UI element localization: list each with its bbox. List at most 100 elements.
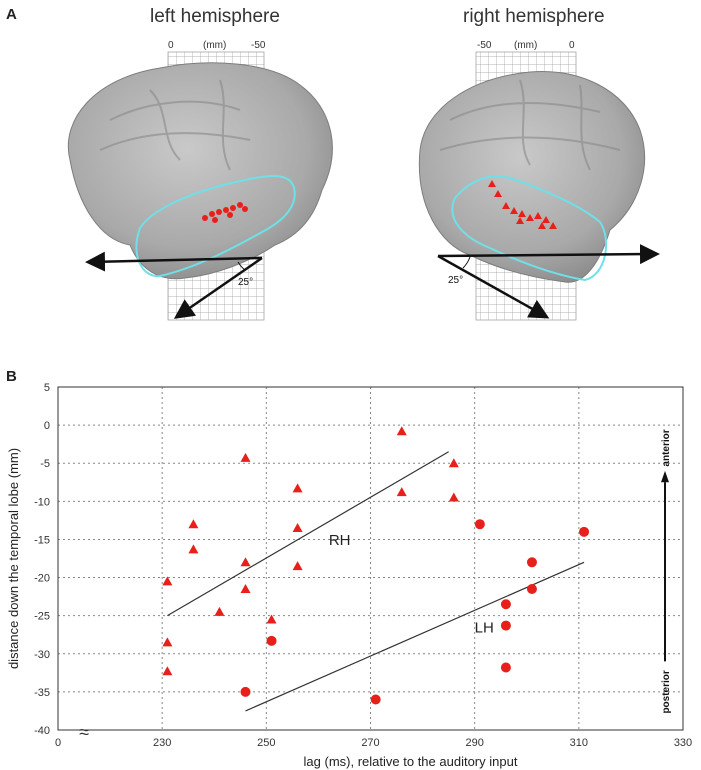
triangle-point-rh [292,561,303,571]
y-tick-label: -35 [34,687,50,699]
y-tick-label: -20 [34,573,50,585]
series-labels: RH LH [329,532,494,637]
right-mm-tick-0: 0 [569,40,575,51]
right-mm-unit: (mm) [514,40,538,51]
right-angle-arc [462,256,471,269]
circle-point-lh [266,635,277,646]
posterior-label: posterior [661,670,672,713]
right-electrode-cluster [488,180,557,229]
direction-arrow-head [661,470,669,483]
x-tick-label: 230 [153,737,171,749]
circle-point-lh [240,686,251,697]
right-electrode [488,180,496,187]
left-hemisphere-title: left hemisphere [150,6,280,27]
circle-point-lh [500,620,511,631]
anterior-label: anterior [661,429,672,466]
left-mm-tick-50: -50 [251,40,266,51]
triangle-point-rh [448,492,459,502]
scatter-chart: 0 230 250 270 290 310 330 5 0 -5 -10 -15 -20 -25 -30 -3… [6,382,692,769]
circle-point-lh [370,694,381,705]
y-tick-label: -10 [34,496,50,508]
triangle-point-rh [188,544,199,554]
left-electrode [223,207,229,213]
circle-point-lh [474,519,485,530]
left-temporal-outline [135,175,296,278]
right-electrode [538,222,546,229]
x-tick-label: 310 [570,737,588,749]
y-tick-label: 0 [44,420,50,432]
direction-arrow-group: anterior posterior [661,429,672,714]
left-mm-unit: (mm) [203,40,227,51]
x-tick-label: 0 [55,737,61,749]
left-electrode [212,217,218,223]
circle-point-lh [500,662,511,673]
circle-point-lh [500,599,511,610]
triangle-point-rh [162,666,173,676]
triangle-point-rh [240,557,251,567]
triangle-point-rh [240,583,251,593]
circle-point-lh [579,526,590,537]
series-label-lh: LH [475,619,494,636]
plot-frame [57,386,684,731]
y-tick-label: -25 [34,611,50,623]
left-mm-tick-0: 0 [168,40,174,51]
x-tick-label: 330 [674,737,692,749]
triangle-point-rh [292,523,303,533]
data-points [162,426,590,705]
brain-figure: 25° 25° [67,51,660,321]
axis-break-symbol: ≈ [79,722,89,742]
right-electrode [542,216,550,223]
right-brain-group: 25° [418,51,660,321]
right-mm-tick-50: -50 [477,40,492,51]
left-electrode [237,202,243,208]
left-electrode [230,205,236,211]
triangle-point-rh [240,452,251,462]
right-electrode [526,214,534,221]
left-electrode [202,215,208,221]
left-electrode [227,212,233,218]
left-brain-sulcus [99,79,251,171]
triangle-point-rh [162,576,173,586]
circle-point-lh [526,583,537,594]
series-label-rh: RH [329,532,351,549]
left-brain-surface [67,62,333,280]
left-axis-arrow-angled [173,256,263,319]
right-axis-arrow-horizontal [437,244,660,265]
right-angle-label: 25° [448,275,463,286]
fit-line-rh [167,451,449,617]
x-tick-label: 270 [361,737,379,749]
x-axis-title: lag (ms), relative to the auditory input [304,754,518,769]
triangle-point-rh [188,519,199,529]
triangle-point-rh [396,487,407,497]
left-electrode [209,211,215,217]
left-axis-arrow-horizontal [85,251,263,272]
x-tick-label: 290 [465,737,483,749]
grid-lines [58,387,683,730]
x-tick-label: 250 [257,737,275,749]
right-electrode [494,190,502,197]
left-electrode-cluster [202,202,248,223]
right-temporal-outline [451,175,608,282]
tick-labels: 0 230 250 270 290 310 330 5 0 -5 -10 -15 -20 -25 -30 -3… [34,382,692,749]
left-electrode [216,209,222,215]
y-tick-label: -40 [34,725,50,737]
left-brain-group: 25° [67,51,333,321]
right-electrode [534,212,542,219]
y-tick-label: -30 [34,649,50,661]
right-electrode [516,217,524,224]
triangle-point-rh [162,637,173,647]
right-electrode [518,210,526,217]
right-hemisphere-title: right hemisphere [463,6,605,27]
triangle-point-rh [292,483,303,493]
left-angle-arc [237,261,246,271]
panel-b-label: B [6,368,17,385]
right-electrode [549,222,557,229]
triangle-point-rh [448,458,459,468]
y-tick-label: -5 [40,458,50,470]
fit-lines [167,451,585,712]
triangle-point-rh [214,606,225,616]
right-brain-sulcus [439,79,621,171]
y-tick-label: 5 [44,382,50,394]
circle-point-lh [526,557,537,568]
panel-a-label: A [6,6,17,23]
